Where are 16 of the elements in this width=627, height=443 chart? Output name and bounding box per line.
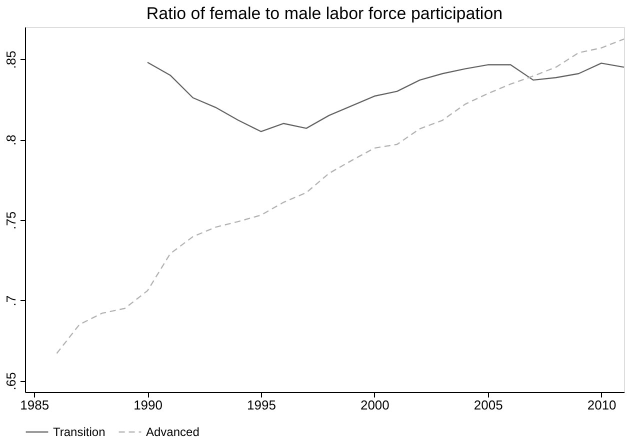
x-tick-label: 1985	[20, 398, 50, 412]
x-tick-label: 2000	[360, 398, 390, 412]
y-tick-label: .8	[4, 134, 18, 146]
x-tick-label: 2010	[587, 398, 616, 412]
y-tick-label: .75	[4, 211, 18, 230]
legend-label: Advanced	[146, 425, 200, 439]
x-tick-label: 2005	[474, 398, 503, 412]
x-tick-label: 1995	[247, 398, 276, 412]
line-series	[146, 62, 625, 132]
y-tick-label: .65	[4, 372, 18, 390]
line-series	[56, 38, 625, 354]
y-tick-label: .7	[4, 295, 18, 306]
legend-label: Transition	[53, 425, 106, 439]
y-tick-label: .85	[4, 50, 18, 69]
x-tick-label: 1990	[134, 398, 162, 412]
chart-title: Ratio of female to male labor force participation	[146, 4, 503, 23]
